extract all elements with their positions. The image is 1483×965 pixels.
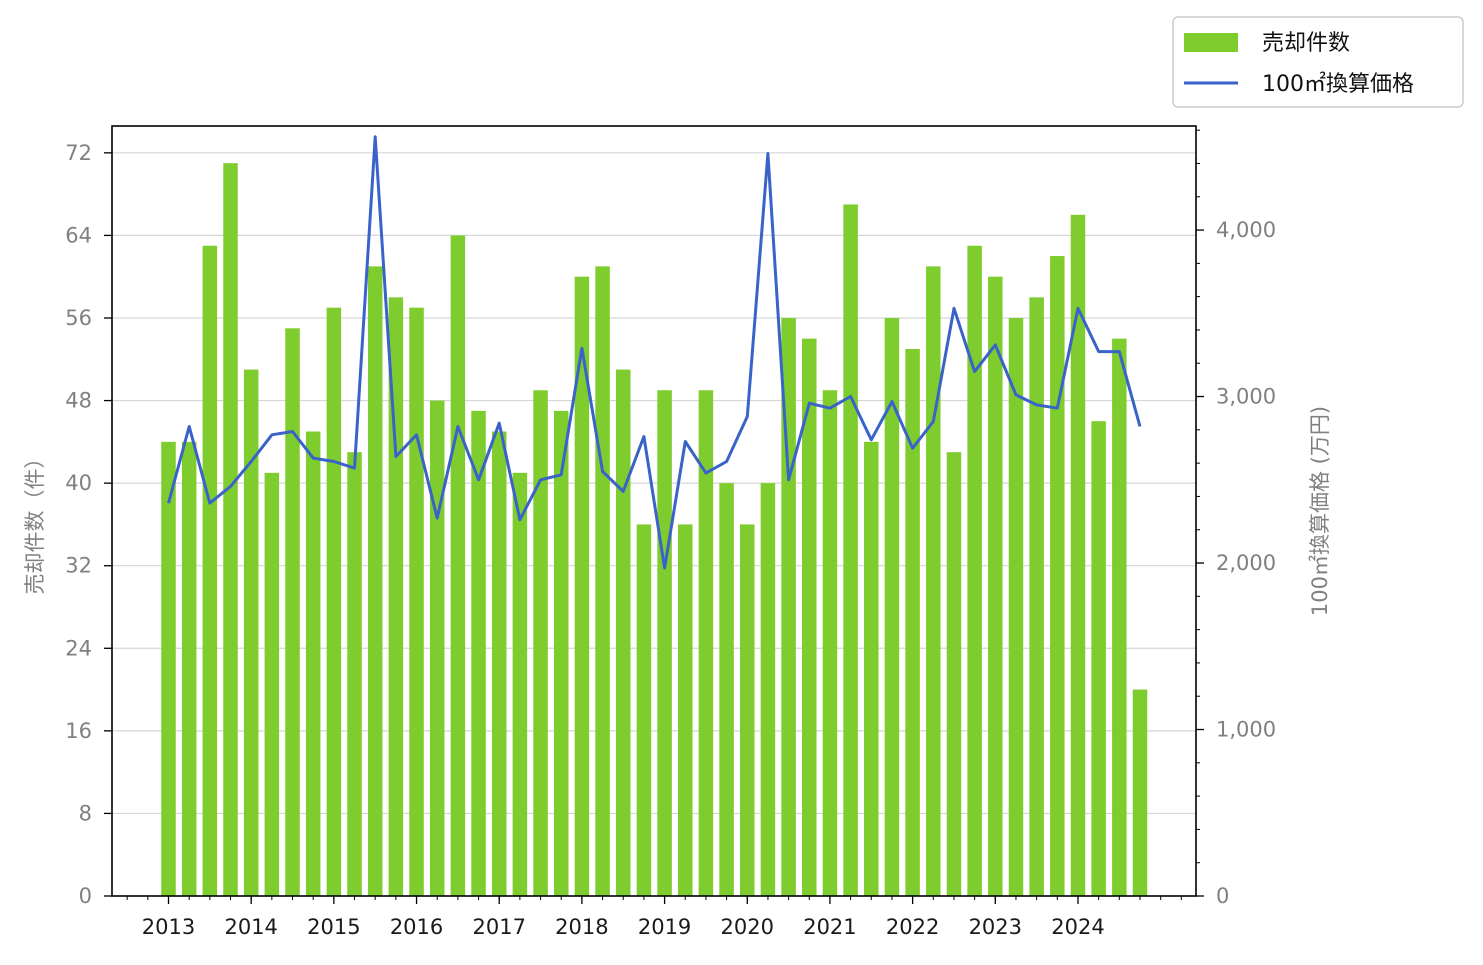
bar bbox=[202, 245, 218, 896]
x-tick-label: 2015 bbox=[307, 915, 360, 939]
y-left-tick-label: 0 bbox=[79, 884, 92, 908]
y-left-tick-label: 24 bbox=[65, 636, 92, 660]
bar bbox=[988, 276, 1003, 897]
bar bbox=[864, 441, 879, 896]
y-right-tick-label: 3,000 bbox=[1216, 385, 1276, 409]
x-tick-label: 2020 bbox=[721, 915, 774, 939]
bar bbox=[553, 410, 569, 896]
y-right-tick-label: 4,000 bbox=[1216, 218, 1276, 242]
y-left-tick-label: 72 bbox=[65, 141, 92, 165]
bar bbox=[595, 266, 610, 896]
y-left-tick-label: 8 bbox=[79, 801, 92, 825]
bar bbox=[1112, 338, 1127, 897]
bar bbox=[1132, 689, 1148, 896]
x-tick-label: 2014 bbox=[224, 915, 277, 939]
bar bbox=[1050, 256, 1065, 897]
y-left-tick-label: 64 bbox=[65, 223, 92, 247]
bar-series bbox=[161, 163, 1148, 897]
bar bbox=[636, 524, 652, 896]
bar bbox=[264, 472, 280, 896]
y-axis-left-label: 売却件数（件） bbox=[23, 448, 47, 595]
plot-frame bbox=[111, 125, 1197, 897]
x-tick-label: 2018 bbox=[555, 915, 608, 939]
bar bbox=[884, 317, 900, 897]
bar bbox=[1091, 421, 1106, 896]
x-tick-label: 2021 bbox=[803, 915, 856, 939]
bar bbox=[450, 235, 466, 897]
bar bbox=[1029, 297, 1044, 897]
bar bbox=[429, 400, 445, 896]
bar bbox=[946, 452, 962, 896]
legend-bar-label: 売却件数 bbox=[1262, 31, 1350, 56]
bar bbox=[740, 524, 755, 896]
legend-box bbox=[1172, 16, 1464, 108]
bar bbox=[1070, 214, 1086, 897]
bar bbox=[326, 307, 342, 896]
x-tick-label: 2016 bbox=[390, 915, 443, 939]
bar bbox=[678, 524, 693, 896]
bar bbox=[802, 338, 817, 897]
bar bbox=[512, 472, 528, 896]
y-right-tick-label: 0 bbox=[1216, 884, 1229, 908]
bar bbox=[719, 483, 734, 896]
bar bbox=[223, 163, 238, 896]
bar bbox=[533, 390, 548, 896]
y-left-tick-label: 40 bbox=[65, 471, 92, 495]
x-tick-label: 2017 bbox=[472, 915, 525, 939]
y-left-tick-label: 48 bbox=[65, 389, 92, 413]
x-tick-label: 2023 bbox=[969, 915, 1022, 939]
x-tick-label: 2013 bbox=[142, 915, 195, 939]
y-axis-right-label: 100㎡換算価格 (万円) bbox=[1308, 406, 1332, 616]
bar bbox=[967, 245, 982, 896]
price-line bbox=[167, 135, 1142, 570]
bar bbox=[698, 390, 714, 896]
bar bbox=[822, 390, 838, 896]
bar bbox=[243, 369, 259, 896]
bar bbox=[760, 483, 776, 896]
x-tick-label: 2022 bbox=[886, 915, 939, 939]
x-tick-label: 2024 bbox=[1051, 915, 1104, 939]
bar bbox=[161, 441, 176, 896]
axes: 0 8 16 24 32 40 48 56 64 72 0 1,000 2,000 3,000 4,000 2… bbox=[65, 129, 1276, 939]
bar bbox=[491, 431, 507, 896]
legend-bar-swatch bbox=[1184, 33, 1238, 52]
y-left-tick-label: 16 bbox=[65, 719, 92, 743]
bar bbox=[615, 369, 631, 896]
bar bbox=[926, 266, 941, 896]
bar bbox=[285, 328, 300, 896]
legend: 売却件数 100㎡換算価格 bbox=[1172, 16, 1464, 108]
bar bbox=[843, 204, 858, 896]
bar bbox=[409, 307, 424, 896]
bar bbox=[905, 348, 920, 896]
y-left-tick-label: 32 bbox=[65, 554, 92, 578]
bar bbox=[1008, 317, 1024, 897]
y-right-tick-label: 2,000 bbox=[1216, 551, 1276, 575]
bar bbox=[471, 410, 486, 896]
bar bbox=[305, 431, 321, 896]
bar bbox=[388, 297, 404, 897]
bar bbox=[574, 276, 590, 897]
bar bbox=[181, 441, 197, 896]
bar bbox=[347, 452, 362, 896]
x-tick-label: 2019 bbox=[638, 915, 691, 939]
bar bbox=[657, 390, 672, 896]
line-series bbox=[167, 135, 1142, 570]
bar bbox=[367, 266, 383, 896]
y-left-tick-label: 56 bbox=[65, 306, 92, 330]
y-right-tick-label: 1,000 bbox=[1216, 718, 1276, 742]
legend-line-label: 100㎡換算価格 bbox=[1262, 71, 1414, 97]
